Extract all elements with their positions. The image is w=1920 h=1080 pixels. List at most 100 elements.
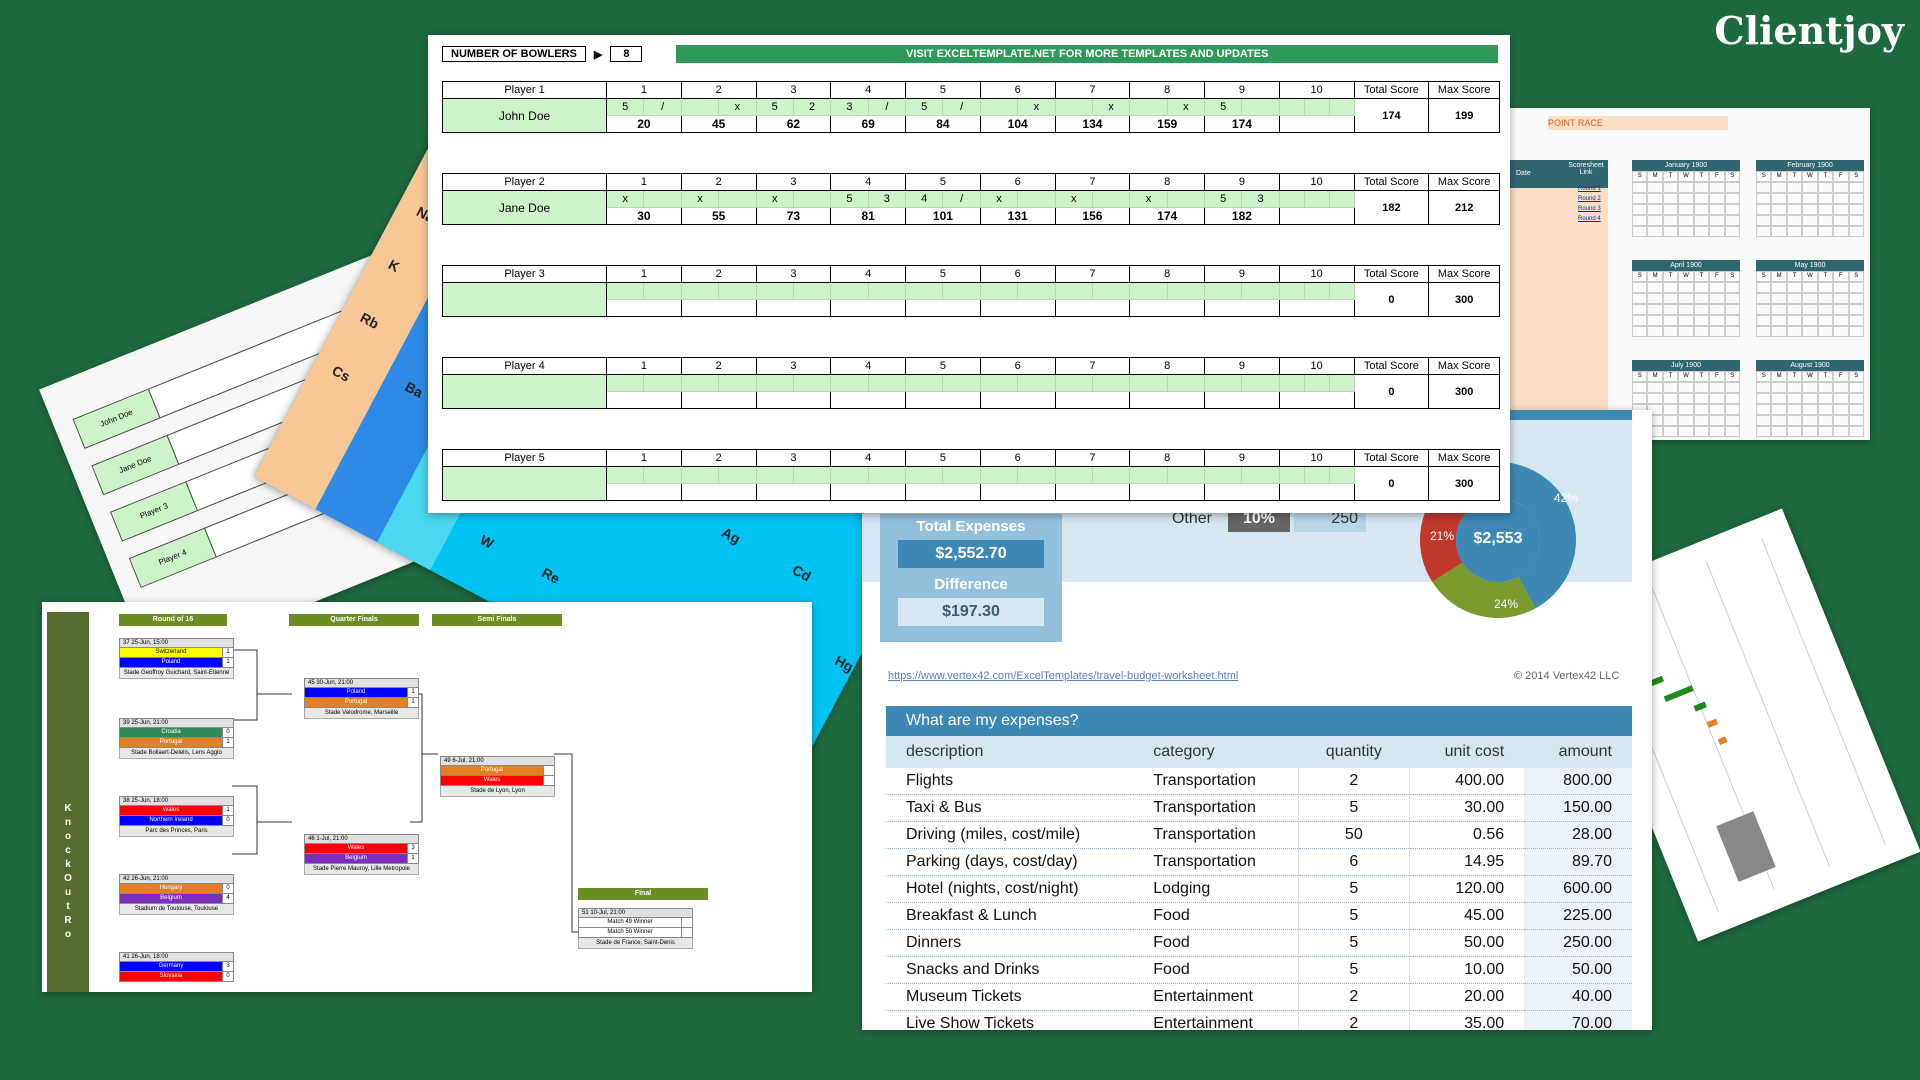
roll-input[interactable] [905,282,944,300]
roll-input[interactable] [792,282,832,300]
day-cell[interactable] [1771,226,1787,237]
day-cell[interactable] [1802,226,1818,237]
day-cell[interactable] [1833,326,1849,337]
roll-input[interactable] [1328,374,1355,392]
day-cell[interactable] [1786,204,1803,215]
roll-input[interactable] [1303,466,1330,484]
expense-description[interactable]: Flights [886,768,1134,795]
day-cell[interactable] [1848,282,1864,293]
day-cell[interactable] [1724,304,1740,315]
day-cell[interactable] [1756,415,1772,426]
day-cell[interactable] [1724,382,1740,393]
day-cell[interactable] [1709,415,1725,426]
roll-input[interactable] [1241,98,1280,116]
roll-input[interactable]: x [1017,98,1056,116]
roll-input[interactable] [1017,466,1056,484]
day-cell[interactable] [1771,193,1787,204]
day-cell[interactable] [1693,315,1710,326]
day-cell[interactable] [1693,204,1710,215]
roll-input[interactable] [1328,98,1355,116]
day-cell[interactable] [1678,304,1694,315]
day-cell[interactable] [1724,204,1740,215]
expense-category[interactable]: Lodging [1133,875,1299,903]
day-cell[interactable] [1662,215,1679,226]
roll-input[interactable]: 5 [1204,190,1243,208]
expense-unit-cost[interactable]: 0.56 [1409,821,1525,849]
day-cell[interactable] [1786,193,1803,204]
day-cell[interactable] [1817,293,1834,304]
day-cell[interactable] [1756,382,1772,393]
day-cell[interactable] [1662,282,1679,293]
day-cell[interactable] [1771,304,1787,315]
roll-input[interactable]: 4 [905,190,944,208]
team-score[interactable]: 0 [222,884,233,893]
day-cell[interactable] [1786,382,1803,393]
roll-input[interactable] [680,282,720,300]
day-cell[interactable] [1833,215,1849,226]
roll-input[interactable] [1328,190,1355,208]
roll-input[interactable] [1054,98,1093,116]
roll-input[interactable]: 5 [830,190,869,208]
roll-input[interactable] [1303,190,1330,208]
day-cell[interactable] [1693,393,1710,404]
roll-input[interactable] [606,466,645,484]
expense-row[interactable]: Breakfast & Lunch Food 5 45.00 225.00 [886,902,1632,930]
roll-input[interactable]: x [1166,98,1206,116]
day-cell[interactable] [1724,293,1740,304]
day-cell[interactable] [1678,404,1694,415]
match-card[interactable]: 42 26-Jun, 21:00 Hungary 0 Belgium 4 Stadium … [119,874,234,915]
expense-quantity[interactable]: 5 [1297,875,1410,903]
team-score[interactable]: 4 [222,894,233,903]
roll-input[interactable] [979,466,1019,484]
day-cell[interactable] [1848,326,1864,337]
player-name-input[interactable] [441,374,608,409]
roll-input[interactable] [1328,282,1355,300]
roll-input[interactable] [755,282,794,300]
expense-row[interactable]: Hotel (nights, cost/night) Lodging 5 120.00… [886,875,1632,903]
roll-input[interactable] [1303,282,1330,300]
day-cell[interactable] [1693,404,1710,415]
team-score[interactable]: 1 [222,806,233,815]
day-cell[interactable] [1709,215,1725,226]
expense-unit-cost[interactable]: 120.00 [1409,875,1525,903]
day-cell[interactable] [1756,326,1772,337]
day-cell[interactable] [1817,404,1834,415]
day-cell[interactable] [1724,193,1740,204]
roll-input[interactable] [1204,374,1243,392]
day-cell[interactable] [1662,404,1679,415]
roll-input[interactable] [830,374,869,392]
day-cell[interactable] [1848,304,1864,315]
expense-unit-cost[interactable]: 35.00 [1409,1010,1525,1030]
day-cell[interactable] [1833,404,1849,415]
team-score[interactable]: 1 [407,854,418,863]
day-cell[interactable] [1802,282,1818,293]
day-cell[interactable] [1833,293,1849,304]
expense-unit-cost[interactable]: 45.00 [1409,902,1525,930]
day-cell[interactable] [1632,193,1648,204]
team-score[interactable]: 1 [407,688,418,697]
roll-input[interactable]: x [1129,190,1168,208]
roll-input[interactable] [830,466,869,484]
expense-quantity[interactable]: 5 [1297,956,1410,984]
day-cell[interactable] [1817,393,1834,404]
expense-quantity[interactable]: 2 [1297,983,1410,1011]
day-cell[interactable] [1678,326,1694,337]
day-cell[interactable] [1756,193,1772,204]
roll-input[interactable] [606,374,645,392]
roll-input[interactable]: 5 [905,98,944,116]
roll-input[interactable] [792,374,832,392]
day-cell[interactable] [1771,282,1787,293]
day-cell[interactable] [1678,426,1694,437]
roll-input[interactable]: 5 [1204,98,1243,116]
match-card[interactable]: 41 26-Jun, 18:00 Germany 3 Slovakia 0 [119,952,234,982]
day-cell[interactable] [1756,204,1772,215]
expense-description[interactable]: Parking (days, cost/day) [886,848,1134,876]
day-cell[interactable] [1693,182,1710,193]
day-cell[interactable] [1724,182,1740,193]
expense-quantity[interactable]: 6 [1297,848,1410,876]
day-cell[interactable] [1817,315,1834,326]
day-cell[interactable] [1848,415,1864,426]
day-cell[interactable] [1709,426,1725,437]
roll-input[interactable] [979,98,1019,116]
match-card[interactable]: 46 1-Jul, 21:00 Wales 3 Belgium 1 Stade Pierr… [304,834,419,875]
